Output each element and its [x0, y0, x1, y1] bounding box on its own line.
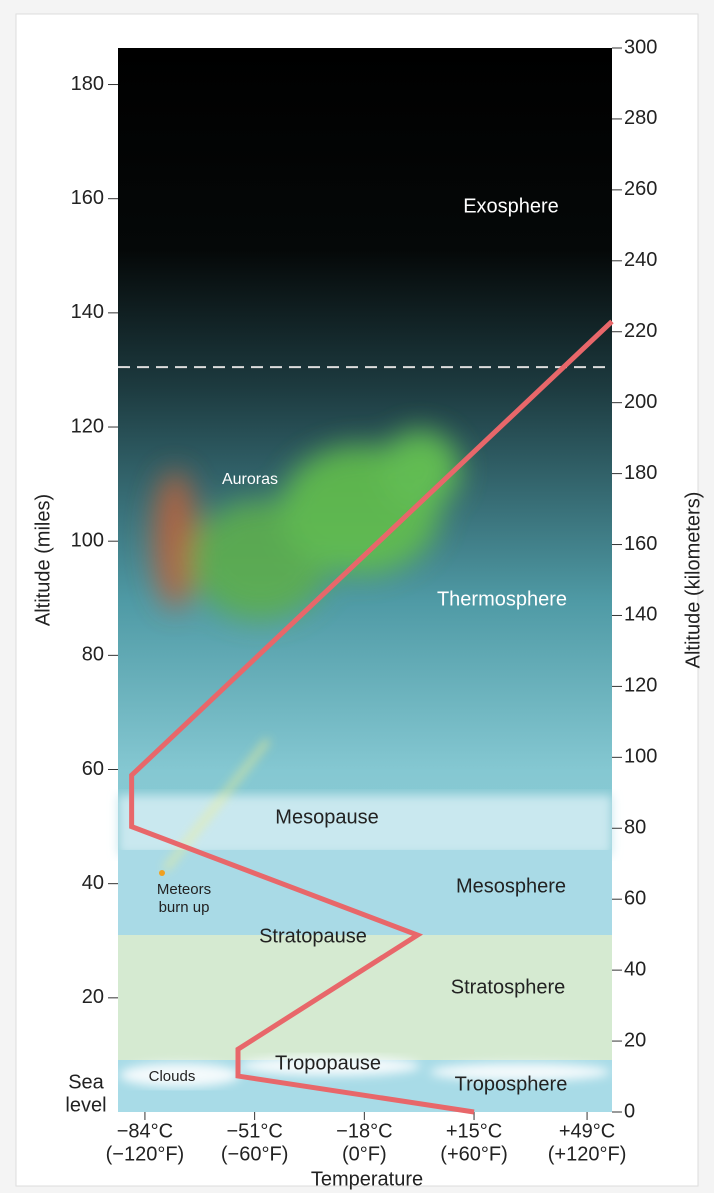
x-tick-sublabel: (−120°F)	[106, 1143, 185, 1165]
y2-tick-label: 140	[624, 604, 657, 626]
x-tick-label: +15°C	[446, 1120, 502, 1142]
annotation: Auroras	[222, 471, 278, 488]
y-axis-title: Altitude (miles)	[32, 494, 54, 626]
x-tick-sublabel: (+120°F)	[548, 1143, 627, 1165]
sea-level-label: Sea	[68, 1071, 104, 1093]
annotation: Tropopause	[275, 1052, 381, 1074]
annotation: Meteors	[157, 881, 211, 898]
annotation: Stratopause	[259, 925, 367, 947]
y-tick-label: 100	[71, 529, 104, 551]
y2-tick-label: 80	[624, 817, 646, 839]
x-tick-sublabel: (+60°F)	[440, 1143, 507, 1165]
chart: Exosphere Auroras Thermosphere Mesopause…	[0, 0, 714, 1193]
x-tick-label: +49°C	[559, 1120, 615, 1142]
x-tick-sublabel: (0°F)	[342, 1143, 387, 1165]
y2-tick-label: 240	[624, 249, 657, 271]
y-tick-label: 20	[82, 986, 104, 1008]
annotation: Clouds	[149, 1068, 196, 1085]
y2-tick-label: 180	[624, 462, 657, 484]
y2-tick-label: 120	[624, 675, 657, 697]
annotation: Thermosphere	[437, 588, 567, 610]
x-axis-title: Temperature	[311, 1168, 423, 1190]
y2-tick-label: 300	[624, 36, 657, 58]
annotation: Troposphere	[455, 1073, 568, 1095]
sea-level-label: level	[65, 1094, 106, 1116]
y-tick-label: 40	[82, 872, 104, 894]
x-tick-label: −84°C	[117, 1120, 173, 1142]
y2-tick-label: 220	[624, 320, 657, 342]
y-tick-label: 80	[82, 644, 104, 666]
x-tick-sublabel: (−60°F)	[221, 1143, 288, 1165]
x-tick-label: −51°C	[226, 1120, 282, 1142]
y-tick-label: 180	[71, 73, 104, 95]
y2-tick-label: 100	[624, 746, 657, 768]
y2-tick-label: 200	[624, 391, 657, 413]
y-tick-label: 160	[71, 187, 104, 209]
y2-tick-label: 160	[624, 533, 657, 555]
y-tick-label: 120	[71, 415, 104, 437]
y2-axis-title: Altitude (kilometers)	[682, 492, 704, 669]
annotation: Mesopause	[275, 806, 378, 828]
annotation: Mesosphere	[456, 875, 566, 897]
annotation: Stratosphere	[451, 976, 566, 998]
y2-tick-label: 40	[624, 958, 646, 980]
y2-tick-label: 280	[624, 107, 657, 129]
y-tick-label: 140	[71, 301, 104, 323]
y2-tick-label: 60	[624, 887, 646, 909]
y-tick-label: 60	[82, 758, 104, 780]
y2-tick-label: 0	[624, 1100, 635, 1122]
x-tick-label: −18°C	[336, 1120, 392, 1142]
annotation: Exosphere	[463, 195, 559, 217]
annotation: burn up	[159, 899, 210, 916]
y2-tick-label: 260	[624, 178, 657, 200]
y2-tick-label: 20	[624, 1029, 646, 1051]
